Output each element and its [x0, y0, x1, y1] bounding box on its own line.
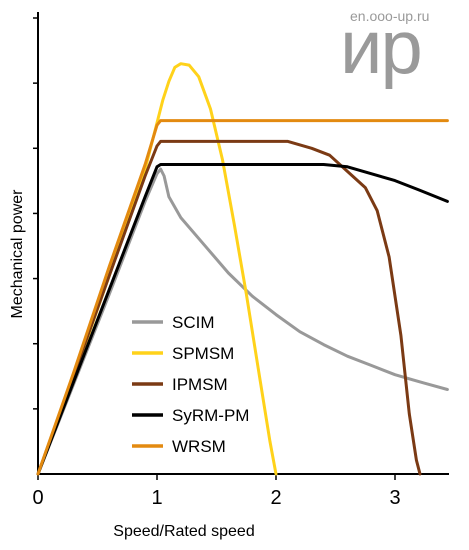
- x-tick-label: 0: [32, 487, 43, 509]
- x-tick-label: 3: [389, 487, 400, 509]
- legend: SCIM SPMSM IPMSM SyRM-PM WRSM: [132, 313, 249, 456]
- legend-label-spmsm: SPMSM: [172, 344, 234, 363]
- series-layer: [36, 62, 449, 476]
- series-line-wrsm: [36, 119, 449, 476]
- legend-label-scim: SCIM: [172, 313, 215, 332]
- y-axis-label: Mechanical power: [9, 189, 26, 319]
- axes: 0 1 2 3: [32, 12, 449, 509]
- legend-label-syrm-pm: SyRM-PM: [172, 406, 249, 425]
- legend-label-wrsm: WRSM: [172, 437, 226, 456]
- watermark-logo: ир: [340, 5, 423, 90]
- x-tick-label: 2: [270, 487, 281, 509]
- x-tick-label: 1: [151, 487, 162, 509]
- x-axis-label: Speed/Rated speed: [113, 523, 254, 540]
- watermark-url: en.ooo-up.ru: [350, 8, 430, 24]
- series-line-ipmsm: [36, 139, 422, 476]
- series-line-syrm-pm: [36, 163, 449, 476]
- series-line-spmsm: [36, 62, 278, 476]
- legend-label-ipmsm: IPMSM: [172, 375, 228, 394]
- series-line-scim: [36, 167, 449, 476]
